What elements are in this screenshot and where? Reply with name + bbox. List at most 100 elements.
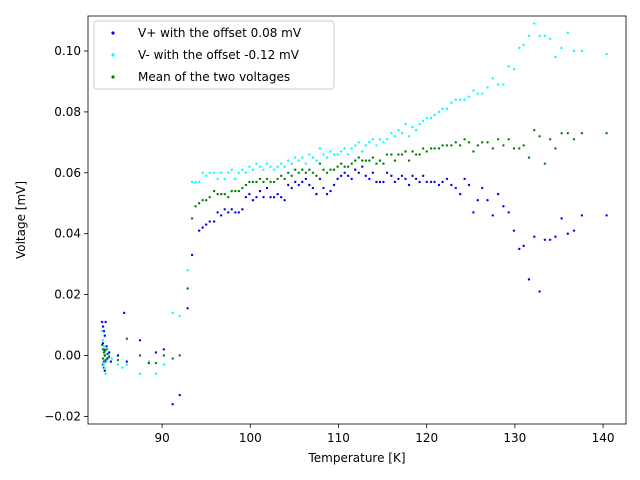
data-point bbox=[197, 180, 201, 184]
legend-marker bbox=[111, 31, 115, 35]
data-point bbox=[276, 165, 279, 168]
data-point bbox=[269, 180, 272, 184]
data-point bbox=[527, 156, 531, 159]
data-point bbox=[100, 343, 104, 347]
data-point bbox=[454, 141, 457, 144]
data-point bbox=[481, 141, 484, 144]
data-point bbox=[527, 34, 531, 37]
data-point bbox=[368, 141, 371, 144]
data-point bbox=[251, 199, 255, 202]
data-point bbox=[538, 135, 541, 138]
data-point bbox=[237, 189, 241, 193]
legend-box bbox=[93, 20, 335, 90]
data-point bbox=[533, 128, 536, 132]
data-point bbox=[154, 372, 158, 375]
data-point bbox=[301, 180, 304, 184]
data-point bbox=[223, 208, 226, 211]
data-point bbox=[476, 144, 480, 147]
data-point bbox=[154, 361, 158, 365]
data-point bbox=[241, 168, 244, 171]
data-point bbox=[580, 49, 584, 53]
data-point bbox=[297, 171, 300, 175]
data-point bbox=[171, 357, 174, 360]
data-point bbox=[186, 287, 189, 290]
data-point bbox=[368, 159, 371, 162]
data-point bbox=[441, 180, 444, 184]
data-point bbox=[346, 165, 350, 168]
data-point bbox=[318, 162, 322, 165]
data-point bbox=[400, 153, 404, 156]
data-point bbox=[204, 223, 208, 226]
data-point bbox=[467, 141, 471, 144]
data-point bbox=[518, 46, 521, 50]
data-point bbox=[138, 339, 142, 342]
data-point bbox=[255, 180, 258, 184]
data-point bbox=[212, 171, 216, 175]
legend-marker bbox=[111, 53, 115, 57]
data-point bbox=[486, 199, 489, 202]
data-point bbox=[371, 171, 375, 175]
data-point bbox=[336, 153, 339, 156]
data-point bbox=[496, 192, 500, 196]
data-point bbox=[491, 214, 495, 217]
data-point bbox=[350, 147, 353, 150]
data-point bbox=[186, 307, 189, 310]
data-point bbox=[190, 217, 194, 220]
data-point bbox=[397, 128, 400, 132]
y-tick-label: 0.06 bbox=[54, 166, 81, 180]
data-point bbox=[404, 122, 407, 126]
data-point bbox=[364, 159, 368, 162]
data-point bbox=[147, 361, 151, 365]
data-point bbox=[121, 366, 124, 369]
data-point bbox=[234, 211, 237, 214]
data-point bbox=[234, 177, 237, 181]
data-point bbox=[102, 329, 106, 333]
data-point bbox=[385, 153, 389, 156]
data-point bbox=[522, 244, 525, 248]
data-point bbox=[272, 168, 276, 171]
data-point bbox=[486, 141, 489, 144]
x-tick-label: 120 bbox=[415, 431, 438, 445]
data-point bbox=[125, 337, 129, 340]
data-point bbox=[258, 165, 262, 168]
data-point bbox=[201, 226, 204, 229]
data-point bbox=[400, 174, 404, 178]
data-point bbox=[354, 168, 357, 171]
data-point bbox=[543, 34, 547, 37]
data-point bbox=[197, 202, 201, 205]
data-point bbox=[458, 144, 462, 147]
data-point bbox=[297, 159, 300, 162]
data-point bbox=[171, 403, 174, 406]
data-point bbox=[502, 205, 505, 208]
data-point bbox=[154, 351, 158, 354]
data-point bbox=[548, 138, 552, 141]
data-point bbox=[425, 150, 428, 153]
data-point bbox=[262, 195, 265, 199]
data-point bbox=[554, 55, 557, 59]
legend-marker bbox=[111, 75, 115, 79]
data-point bbox=[437, 110, 441, 114]
data-point bbox=[467, 183, 471, 187]
data-point bbox=[244, 183, 248, 187]
data-point bbox=[178, 354, 181, 357]
data-point bbox=[332, 168, 336, 171]
data-point bbox=[262, 168, 265, 171]
data-point bbox=[241, 208, 244, 211]
data-point bbox=[445, 177, 449, 181]
data-point bbox=[212, 220, 216, 223]
data-point bbox=[125, 363, 129, 366]
legend-label: V+ with the offset 0.08 mV bbox=[138, 26, 302, 40]
data-point bbox=[580, 214, 584, 217]
data-point bbox=[560, 46, 563, 50]
data-point bbox=[429, 116, 433, 120]
data-point bbox=[219, 214, 223, 217]
data-point bbox=[315, 192, 318, 196]
data-point bbox=[512, 147, 516, 150]
data-point bbox=[304, 177, 308, 181]
data-point bbox=[418, 180, 421, 184]
data-point bbox=[339, 150, 343, 153]
y-axis: −0.02 0.00 0.02 0.04 0.06 0.08 0.10 bbox=[44, 44, 88, 423]
data-point bbox=[301, 156, 304, 159]
data-point bbox=[204, 174, 208, 178]
data-point bbox=[325, 171, 329, 175]
